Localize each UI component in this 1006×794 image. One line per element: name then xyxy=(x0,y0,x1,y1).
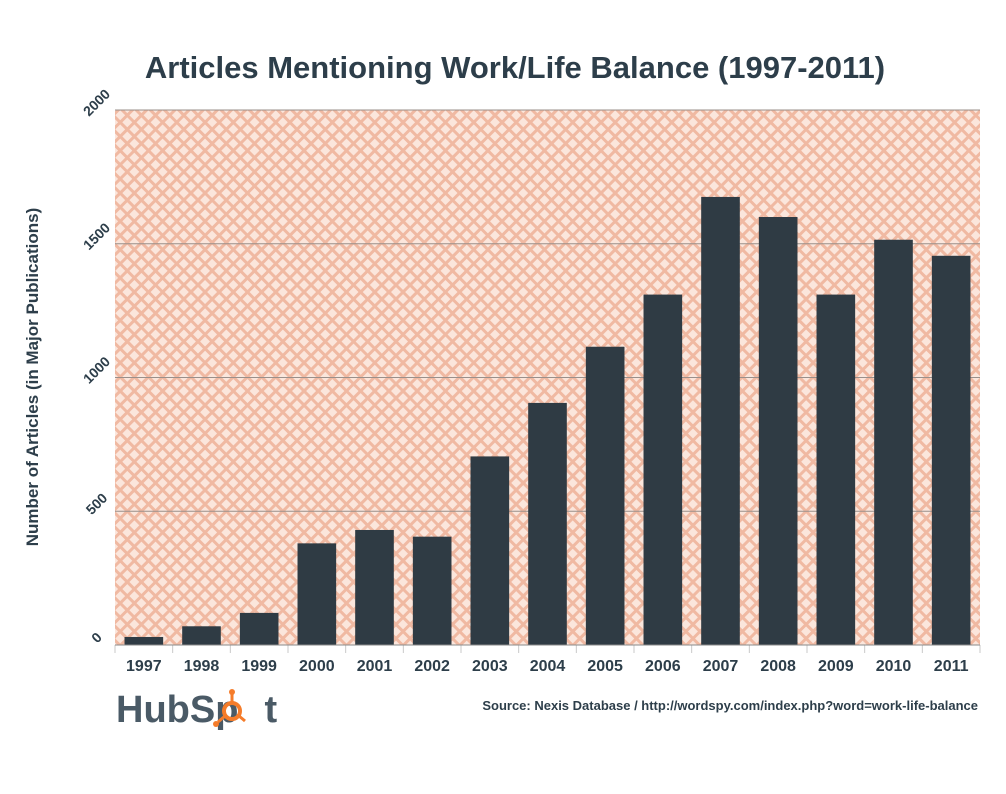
source-note: Source: Nexis Database / http://wordspy.… xyxy=(482,698,978,713)
bar-2008 xyxy=(758,217,798,645)
bar-2011 xyxy=(931,255,971,645)
hubspot-logo: HubSp t xyxy=(116,689,277,731)
y-tick-label: 1500 xyxy=(80,219,113,252)
logo-text-left: HubSp xyxy=(116,689,238,731)
bars xyxy=(124,196,971,646)
x-tick-label: 1998 xyxy=(184,658,220,675)
bar-2006 xyxy=(643,294,683,645)
x-tick-label: 2004 xyxy=(530,658,566,675)
y-axis-ticks: 0 500 1000 1500 2000 xyxy=(80,86,113,646)
x-tick-label: 2002 xyxy=(414,658,450,675)
y-tick-label: 2000 xyxy=(80,86,113,119)
bar-2002 xyxy=(412,536,452,645)
bar-2003 xyxy=(470,456,510,645)
x-tick-label: 2007 xyxy=(703,658,739,675)
x-tick-label: 2006 xyxy=(645,658,681,675)
bar-2000 xyxy=(297,543,337,645)
x-tick-label: 2001 xyxy=(357,658,393,675)
x-tick-label: 2009 xyxy=(818,658,854,675)
bar-2009 xyxy=(816,294,856,645)
x-tick-label: 2011 xyxy=(934,658,969,675)
bar-2010 xyxy=(874,239,913,646)
y-tick-label: 500 xyxy=(83,490,111,518)
x-tick-label: 1997 xyxy=(126,658,162,675)
x-axis-ticks: 1997 1998 1999 2000 2001 2002 2003 2004 2005 2006… xyxy=(114,645,981,675)
x-tick-label: 2000 xyxy=(299,658,335,675)
chart-title: Articles Mentioning Work/Life Balance (1… xyxy=(145,50,885,85)
x-tick-label: 2005 xyxy=(587,658,623,675)
logo-text-right: t xyxy=(264,689,277,731)
bar-2004 xyxy=(528,402,567,645)
x-tick-label: 2003 xyxy=(472,658,508,675)
bar-1999 xyxy=(239,612,279,645)
bar-2007 xyxy=(701,196,740,645)
bar-2005 xyxy=(585,346,625,645)
x-tick-label: 1999 xyxy=(241,658,277,675)
sprocket-icon xyxy=(213,689,246,727)
y-tick-label: 1000 xyxy=(80,353,113,386)
bar-1998 xyxy=(182,626,221,645)
bar-2001 xyxy=(355,529,394,645)
bar-1997 xyxy=(124,636,164,645)
x-tick-label: 2008 xyxy=(760,658,796,675)
y-axis-label: Number of Articles (in Major Publication… xyxy=(23,208,42,546)
x-tick-label: 2010 xyxy=(876,658,912,675)
y-tick-label: 0 xyxy=(88,629,105,646)
